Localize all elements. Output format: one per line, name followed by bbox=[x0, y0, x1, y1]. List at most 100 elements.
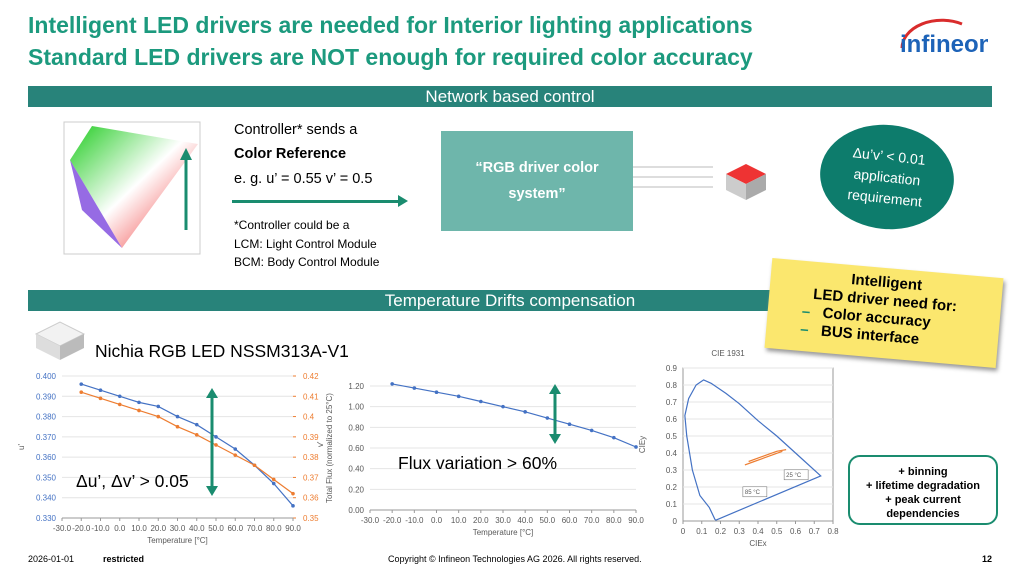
x-axis-label: Temperature [°C] bbox=[473, 528, 534, 537]
y-tick-label: 1.00 bbox=[348, 403, 364, 412]
point-label: 85 °C bbox=[745, 490, 761, 496]
y2-tick-label: 0.36 bbox=[303, 494, 319, 503]
x-tick-label: 10.0 bbox=[451, 516, 467, 525]
x-tick-label: 10.0 bbox=[131, 524, 147, 533]
y-tick-label: 0.40 bbox=[348, 465, 364, 474]
y-tick-label: 0.9 bbox=[666, 364, 678, 373]
data-point bbox=[117, 394, 122, 399]
y-tick-label: 0.7 bbox=[666, 398, 678, 407]
y-tick-label: 0.350 bbox=[36, 473, 57, 482]
y-tick-label: 0.330 bbox=[36, 514, 57, 523]
x-tick-label: 90.0 bbox=[285, 524, 301, 533]
plot-frame bbox=[682, 367, 834, 522]
data-point bbox=[634, 445, 638, 449]
x-tick-label: 0.4 bbox=[752, 527, 764, 536]
text: e. g. u’ = 0.55 v’ = 0.5 bbox=[234, 171, 373, 187]
y2-tick-label: 0.35 bbox=[303, 514, 319, 523]
y-tick-label: 0.20 bbox=[348, 485, 364, 494]
x-tick-label: 0.0 bbox=[431, 516, 443, 525]
data-line bbox=[392, 383, 637, 448]
x-tick-label: 0.5 bbox=[771, 527, 783, 536]
x-tick-label: 0 bbox=[681, 527, 686, 536]
data-line bbox=[81, 391, 294, 495]
data-point bbox=[194, 433, 199, 437]
x-tick-label: 40.0 bbox=[189, 524, 205, 533]
logo: infineon bbox=[892, 18, 993, 62]
x-axis-label: Temperature [°C] bbox=[147, 536, 208, 545]
x-tick-label: -10.0 bbox=[91, 524, 110, 533]
x-tick-label: 80.0 bbox=[606, 516, 622, 525]
data-point bbox=[194, 422, 199, 427]
y-tick-label: 0.340 bbox=[36, 494, 57, 503]
y-tick-label: 0.380 bbox=[36, 413, 57, 422]
x-tick-label: 20.0 bbox=[150, 524, 166, 533]
data-point bbox=[612, 435, 616, 440]
chromaticity-thumb bbox=[62, 120, 202, 260]
data-point bbox=[214, 435, 218, 439]
x-tick-label: 60.0 bbox=[227, 524, 243, 533]
x-tick-label: -20.0 bbox=[383, 516, 402, 525]
page-number: 12 bbox=[982, 554, 993, 564]
y2-tick-label: 0.4 bbox=[303, 413, 315, 422]
led-art bbox=[726, 164, 766, 200]
data-point bbox=[79, 382, 84, 386]
point-label: 25 °C bbox=[786, 473, 802, 479]
x-tick-label: -30.0 bbox=[361, 516, 380, 525]
arrow-head bbox=[398, 195, 408, 207]
x-tick-label: 0.7 bbox=[809, 527, 821, 536]
data-point bbox=[434, 390, 439, 395]
data-point bbox=[252, 463, 257, 468]
x-tick-label: 50.0 bbox=[540, 516, 556, 525]
text: *Controller could be a bbox=[234, 218, 350, 232]
data-point bbox=[233, 447, 238, 451]
data-point bbox=[117, 402, 122, 407]
x-tick-label: 30.0 bbox=[495, 516, 511, 525]
x-tick-label: 20.0 bbox=[473, 516, 489, 525]
data-point bbox=[412, 386, 417, 390]
title: Standard LED drivers are NOT enough for … bbox=[28, 44, 753, 70]
y2-axis-label: v' bbox=[316, 441, 325, 447]
data-point bbox=[233, 453, 238, 457]
y-tick-label: 0.370 bbox=[36, 433, 57, 442]
data-line bbox=[744, 450, 783, 466]
footer-date: 2026-01-01 bbox=[28, 554, 75, 564]
x-tick-label: 70.0 bbox=[584, 516, 600, 525]
y-axis-label: CIEy bbox=[638, 436, 647, 453]
x-axis-label: CIEx bbox=[749, 539, 766, 548]
x-tick-label: 80.0 bbox=[266, 524, 282, 533]
data-point bbox=[98, 396, 103, 401]
y-tick-label: 0.4 bbox=[666, 449, 678, 458]
x-tick-label: 30.0 bbox=[170, 524, 186, 533]
data-point bbox=[456, 394, 461, 399]
y-tick-label: 0.5 bbox=[666, 432, 678, 441]
callout: + binning + lifetime degradation + peak cu… bbox=[848, 455, 998, 525]
annotation: Flux variation > 60% bbox=[398, 453, 558, 473]
y2-tick-label: 0.38 bbox=[303, 453, 319, 462]
data-point bbox=[291, 504, 295, 508]
nichia-led bbox=[32, 318, 88, 362]
y2-tick-label: 0.41 bbox=[303, 392, 319, 401]
data-point bbox=[523, 410, 527, 414]
data-point bbox=[271, 481, 276, 486]
x-tick-label: -10.0 bbox=[405, 516, 424, 525]
arrow bbox=[232, 200, 402, 203]
y-tick-label: 0.80 bbox=[348, 423, 364, 432]
y-tick-label: 0.390 bbox=[36, 392, 57, 401]
data-point bbox=[156, 404, 161, 409]
x-tick-label: -30.0 bbox=[53, 524, 72, 533]
data-point bbox=[567, 422, 572, 427]
y-tick-label: 0.1 bbox=[666, 500, 678, 509]
thumb-art bbox=[63, 121, 201, 255]
x-tick-label: -20.0 bbox=[72, 524, 91, 533]
x-tick-label: 0.1 bbox=[696, 527, 708, 536]
text: + peak current bbox=[885, 494, 961, 506]
y-tick-label: 0.8 bbox=[666, 381, 678, 390]
section-bar: Network based control bbox=[28, 86, 992, 107]
x-tick-label: 0.8 bbox=[827, 527, 839, 536]
x-tick-label: 60.0 bbox=[562, 516, 578, 525]
x-tick-label: 90.0 bbox=[628, 516, 644, 525]
y-axis-label: u' bbox=[17, 444, 26, 450]
text: LCM: Light Control Module bbox=[234, 237, 377, 251]
y2-tick-label: 0.37 bbox=[303, 473, 319, 482]
